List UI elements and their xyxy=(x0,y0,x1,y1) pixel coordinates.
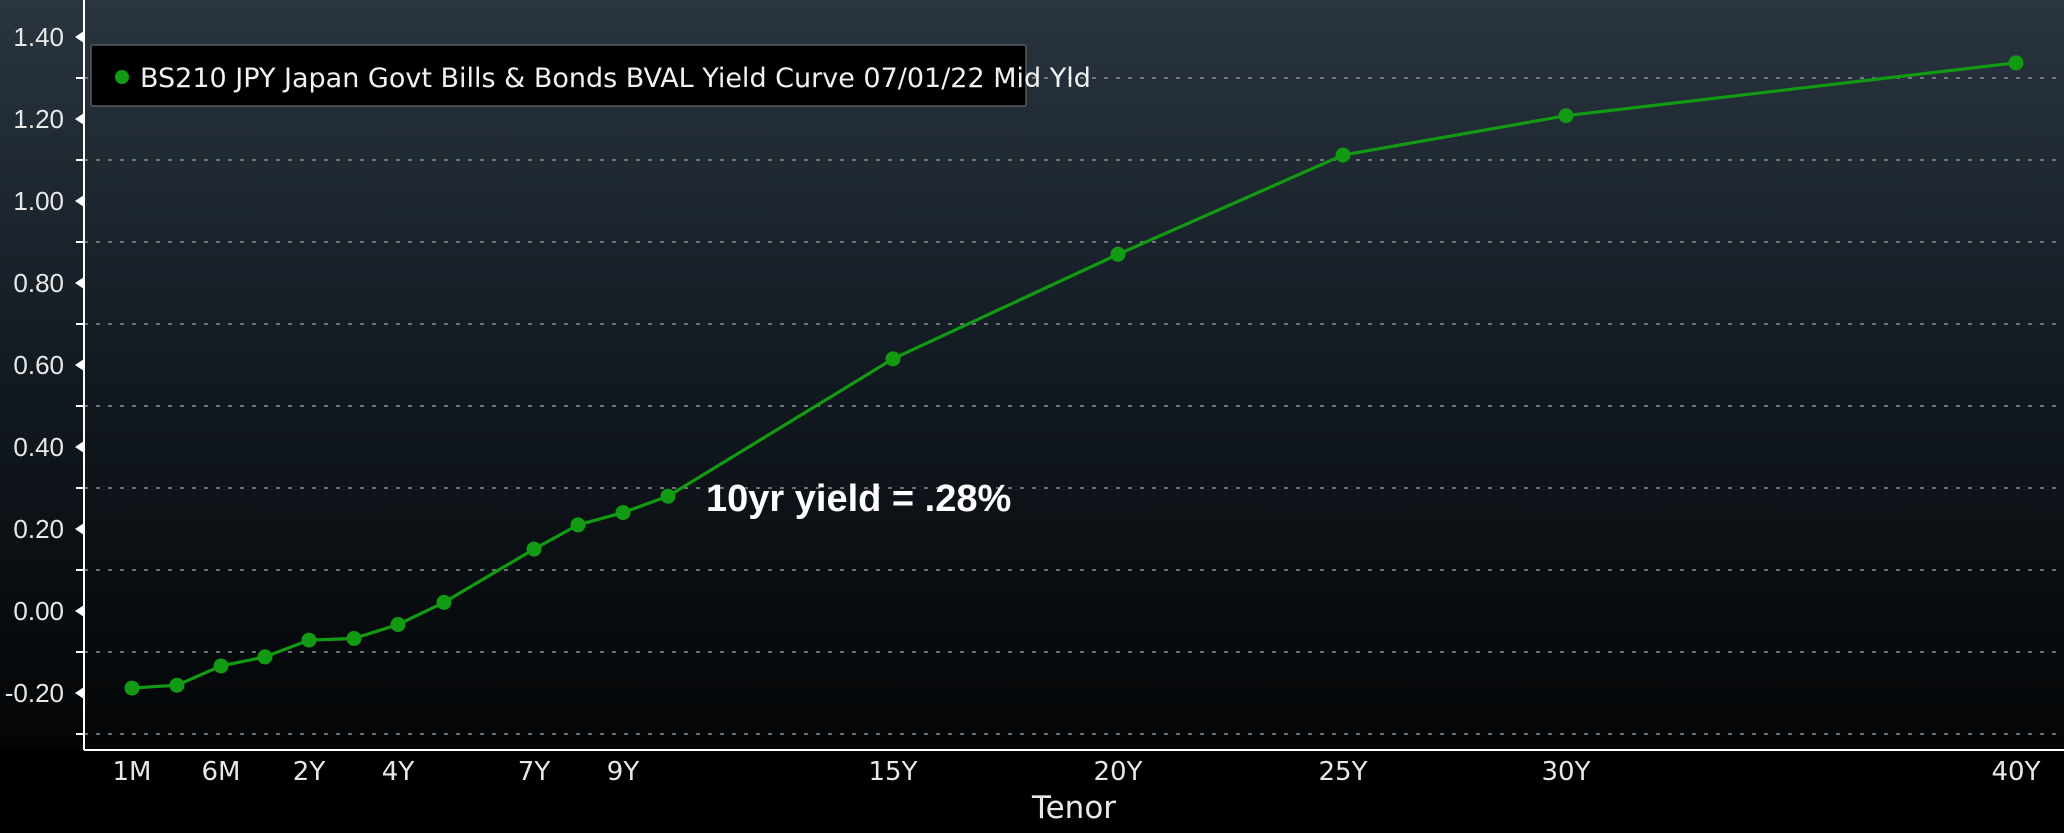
y-tick-label: -0.20 xyxy=(5,678,64,708)
data-point-1m xyxy=(124,680,140,696)
data-point-8y xyxy=(570,517,586,533)
x-tick-label: 2Y xyxy=(293,757,326,787)
data-point-6m xyxy=(213,658,229,674)
data-point-3y xyxy=(346,630,362,646)
series-layer xyxy=(124,55,2024,696)
x-tick-label: 1M xyxy=(113,757,152,787)
data-point-15y xyxy=(885,351,901,367)
y-tick-mark xyxy=(75,277,84,289)
y-tick-mark xyxy=(75,523,84,535)
data-point-3m xyxy=(169,677,185,693)
data-point-30y xyxy=(1558,108,1574,124)
y-tick-label: 0.80 xyxy=(13,268,64,298)
legend: BS210 JPY Japan Govt Bills & Bonds BVAL … xyxy=(90,44,1091,107)
y-tick-label: 1.00 xyxy=(13,186,64,216)
y-tick-label: 0.60 xyxy=(13,350,64,380)
data-point-9y xyxy=(615,505,631,521)
x-tick-label: 20Y xyxy=(1094,757,1143,787)
x-tick-label: 7Y xyxy=(518,757,551,787)
y-tick-mark xyxy=(75,687,84,699)
y-tick-mark xyxy=(75,441,84,453)
data-point-10y xyxy=(660,488,676,504)
data-point-25y xyxy=(1335,147,1351,163)
annotation-10yr-yield: 10yr yield = .28% xyxy=(706,478,1011,520)
y-tick-mark xyxy=(75,359,84,371)
data-point-4y xyxy=(390,617,406,633)
bottom-band xyxy=(0,750,2064,828)
x-tick-label: 25Y xyxy=(1319,757,1368,787)
data-point-1y xyxy=(257,649,273,665)
legend-marker xyxy=(115,70,129,84)
data-point-40y xyxy=(2008,55,2024,71)
data-point-20y xyxy=(1110,246,1126,262)
y-tick-label: 1.40 xyxy=(13,22,64,52)
data-point-2y xyxy=(301,632,317,648)
x-tick-label: 30Y xyxy=(1542,757,1591,787)
x-tick-label: 4Y xyxy=(382,757,415,787)
x-tick-label: 15Y xyxy=(869,757,918,787)
axis-layer: -0.20 0.00 0.20 0.40 0.60 0.80 1.00 1.20 1.40 1M 6… xyxy=(5,0,2064,787)
y-tick-mark xyxy=(75,113,84,125)
x-tick-label: 40Y xyxy=(1992,757,2041,787)
y-tick-mark xyxy=(75,195,84,207)
x-tick-label: 6M xyxy=(202,757,241,787)
y-tick-label: 0.40 xyxy=(13,432,64,462)
y-tick-label: 0.00 xyxy=(13,596,64,626)
legend-box xyxy=(90,44,1027,107)
y-tick-label: 0.20 xyxy=(13,514,64,544)
x-axis-title: Tenor xyxy=(1031,790,1116,826)
y-tick-label: 1.20 xyxy=(13,104,64,134)
x-tick-label: 9Y xyxy=(607,757,640,787)
data-point-7y xyxy=(526,541,542,557)
y-tick-mark xyxy=(75,31,84,43)
y-tick-mark xyxy=(75,605,84,617)
data-point-5y xyxy=(436,594,452,610)
legend-label: BS210 JPY Japan Govt Bills & Bonds BVAL … xyxy=(140,63,1091,94)
